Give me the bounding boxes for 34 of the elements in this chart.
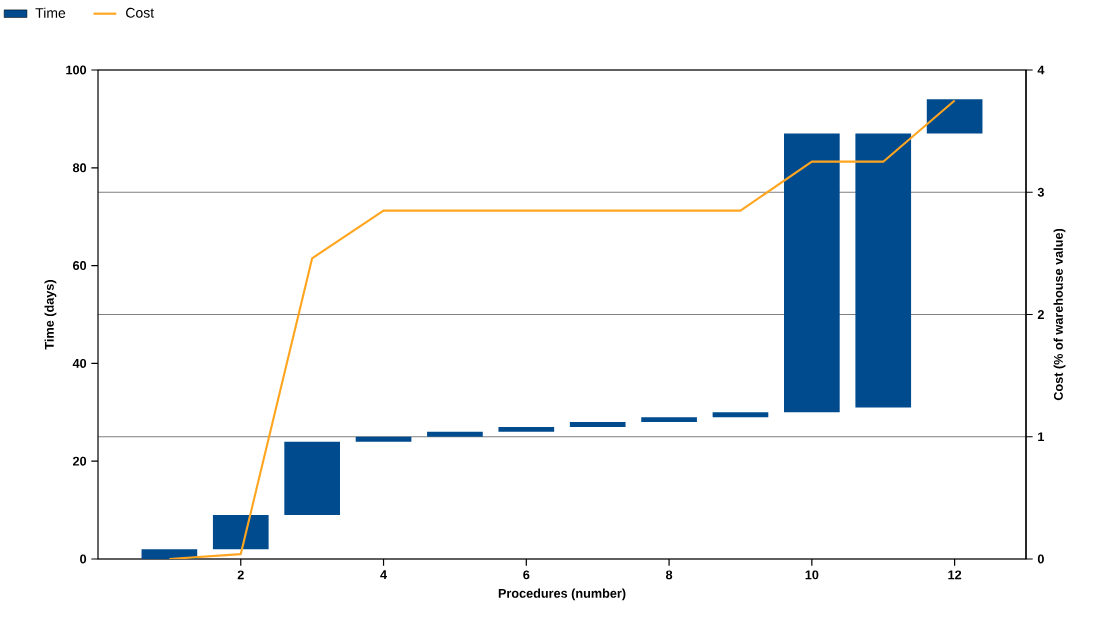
y2-tick-label: 3: [1037, 187, 1044, 197]
y2-tick-label: 1: [1038, 432, 1045, 442]
y2-tick-label: 0: [1037, 554, 1044, 564]
y-tick-label: 80: [72, 163, 87, 173]
bar: [427, 431, 483, 437]
y-tick-label: 100: [66, 65, 87, 75]
x-tick-label: 10: [805, 570, 819, 580]
y2-tick-label: 4: [1037, 65, 1045, 75]
bar: [855, 133, 912, 408]
bar: [212, 514, 269, 550]
y-tick-label: 40: [72, 358, 87, 368]
y-axis-title: Time (days): [44, 280, 57, 350]
bar: [641, 417, 697, 423]
x-tick-label: 12: [948, 570, 962, 580]
x-tick-label: 8: [665, 570, 673, 580]
y-tick-label: 0: [80, 554, 87, 564]
bar: [569, 422, 626, 427]
x-tick-label: 4: [380, 570, 387, 580]
y2-axis-title: Cost (% of warehouse value): [1053, 228, 1066, 401]
bar: [141, 549, 198, 559]
bar: [712, 412, 769, 418]
bar: [284, 441, 340, 515]
bar: [926, 99, 983, 134]
bar: [784, 133, 840, 413]
x-tick-label: 2: [237, 570, 244, 580]
bar: [355, 436, 412, 442]
bar: [498, 426, 555, 432]
y-tick-label: 20: [72, 456, 87, 466]
y-tick-label: 60: [73, 261, 87, 271]
x-tick-label: 6: [523, 570, 530, 580]
legend-label: Cost: [126, 7, 155, 18]
x-axis-title: Procedures (number): [498, 588, 626, 601]
legend-label: Time: [35, 7, 66, 18]
y2-tick-label: 2: [1037, 310, 1044, 319]
